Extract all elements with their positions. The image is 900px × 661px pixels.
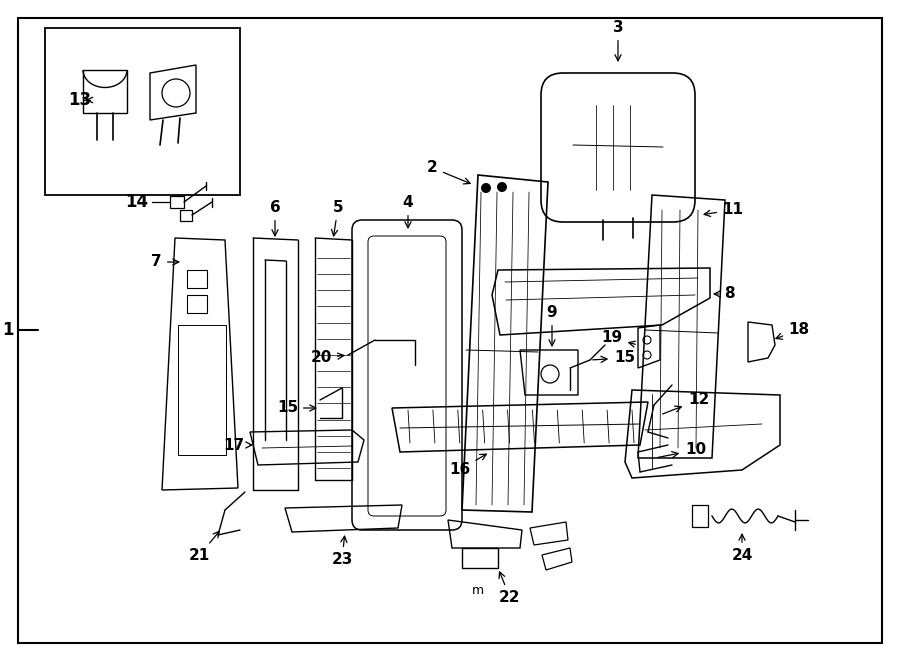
Bar (692, 505, 708, 527)
Circle shape (481, 183, 491, 193)
Text: 3: 3 (613, 20, 624, 61)
Text: 7: 7 (151, 254, 179, 270)
Text: 24: 24 (732, 534, 752, 563)
Bar (178, 325, 226, 455)
Text: 16: 16 (449, 454, 486, 477)
Text: 15: 15 (593, 350, 635, 366)
Text: 15: 15 (277, 401, 316, 416)
Text: 14: 14 (125, 193, 148, 211)
Text: 22: 22 (499, 572, 521, 605)
Text: 21: 21 (189, 531, 220, 563)
Bar (187, 295, 207, 313)
Text: 20: 20 (310, 350, 344, 366)
Text: 5: 5 (331, 200, 343, 236)
Text: 8: 8 (715, 286, 734, 301)
Text: 2: 2 (428, 161, 470, 184)
Text: 1: 1 (2, 321, 14, 339)
Text: 10: 10 (658, 442, 706, 457)
Bar (45, 28, 240, 195)
Text: 12: 12 (662, 393, 709, 414)
Text: 4: 4 (402, 195, 413, 228)
Text: 18: 18 (776, 323, 809, 339)
Bar (187, 270, 207, 288)
Text: 13: 13 (68, 91, 91, 109)
Text: m: m (472, 584, 484, 596)
Text: 11: 11 (704, 202, 743, 217)
Circle shape (497, 182, 507, 192)
Bar (170, 196, 184, 208)
Text: 19: 19 (601, 330, 635, 347)
Text: 6: 6 (270, 200, 281, 236)
Bar (180, 210, 192, 221)
Text: 9: 9 (546, 305, 557, 346)
Text: 23: 23 (331, 536, 353, 567)
Text: 17: 17 (223, 438, 252, 453)
